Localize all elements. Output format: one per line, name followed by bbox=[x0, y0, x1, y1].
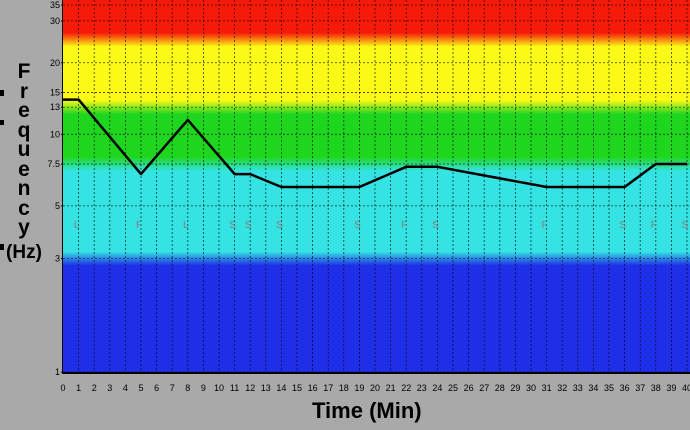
x-tick-label: 26 bbox=[464, 383, 474, 393]
y-label-char: q bbox=[17, 118, 31, 142]
x-tick-label: 6 bbox=[154, 383, 159, 393]
y-tick-label: 10 bbox=[50, 129, 60, 139]
x-tick-label: 25 bbox=[448, 383, 458, 393]
x-tick-label: 30 bbox=[526, 383, 536, 393]
x-tick-label: 5 bbox=[138, 383, 143, 393]
x-tick-label: 13 bbox=[261, 383, 271, 393]
y-label-char: e bbox=[18, 157, 30, 181]
event-marker: F bbox=[651, 220, 657, 231]
x-tick-label: 21 bbox=[386, 383, 396, 393]
x-tick-label: 29 bbox=[510, 383, 520, 393]
x-tick-label: 24 bbox=[432, 383, 442, 393]
x-tick-label: 12 bbox=[245, 383, 255, 393]
y-label-char: F bbox=[17, 60, 31, 83]
x-axis-ticks: 0 1 2 3 4 5 6 7 8 9 10 11 12 13 14 15 16 17 18 19 20 21 22 23 24… bbox=[60, 383, 690, 393]
event-marker: S bbox=[229, 220, 236, 231]
y-label-char: r bbox=[19, 79, 29, 103]
y-axis-label: F r e q u e n c y (Hz) bbox=[2, 60, 46, 264]
y-tick-label: 1 bbox=[55, 367, 60, 377]
x-tick-label: 14 bbox=[276, 383, 286, 393]
frequency-line bbox=[63, 98, 687, 189]
y-tick-label: 7.5 bbox=[47, 159, 60, 169]
x-tick-label: 3 bbox=[107, 383, 112, 393]
x-tick-label: 33 bbox=[573, 383, 583, 393]
x-tick-label: 36 bbox=[620, 383, 630, 393]
series bbox=[63, 98, 687, 189]
x-tick-label: 32 bbox=[557, 383, 567, 393]
y-label-unit: (Hz) bbox=[6, 241, 42, 263]
y-tick-label: 5 bbox=[55, 201, 60, 211]
y-label-char: e bbox=[18, 99, 30, 122]
event-marker: S bbox=[276, 220, 283, 231]
x-tick-label: 35 bbox=[604, 383, 614, 393]
x-tick-label: 0 bbox=[60, 383, 65, 393]
x-tick-label: 16 bbox=[308, 383, 318, 393]
event-marker: F bbox=[136, 220, 142, 231]
x-tick-label: 39 bbox=[666, 383, 676, 393]
x-tick-label: 28 bbox=[495, 383, 505, 393]
y-tick-label: 30 bbox=[50, 16, 60, 26]
left-edge-mark bbox=[0, 120, 4, 125]
x-tick-label: 7 bbox=[170, 383, 175, 393]
x-tick-label: 40 bbox=[682, 383, 690, 393]
x-tick-label: 8 bbox=[185, 383, 190, 393]
left-edge-mark bbox=[0, 244, 4, 250]
x-tick-label: 19 bbox=[354, 383, 364, 393]
left-edge-mark bbox=[0, 90, 4, 96]
x-tick-label: 15 bbox=[292, 383, 302, 393]
x-tick-label: 38 bbox=[651, 383, 661, 393]
x-tick-label: 11 bbox=[230, 383, 239, 393]
x-tick-label: 2 bbox=[92, 383, 97, 393]
event-marker: S bbox=[354, 220, 361, 231]
x-tick-label: 9 bbox=[201, 383, 206, 393]
x-tick-label: 4 bbox=[123, 383, 128, 393]
event-marker: S bbox=[619, 220, 626, 231]
y-label-char: y bbox=[18, 216, 30, 239]
x-tick-label: 27 bbox=[479, 383, 489, 393]
x-axis-label: Time (Min) bbox=[312, 398, 422, 423]
y-tick-label: 15 bbox=[50, 87, 60, 97]
event-marker: S bbox=[245, 220, 252, 231]
x-tick-label: 10 bbox=[214, 383, 224, 393]
x-tick-label: 1 bbox=[76, 383, 81, 393]
x-tick-label: 23 bbox=[417, 383, 427, 393]
y-tick-label: 3 bbox=[55, 254, 60, 264]
x-tick-label: 37 bbox=[635, 383, 645, 393]
x-tick-label: 18 bbox=[339, 383, 349, 393]
y-tick-label: 20 bbox=[50, 58, 60, 68]
y-label-char: u bbox=[17, 138, 31, 161]
event-marker: S bbox=[682, 220, 689, 231]
x-tick-label: 20 bbox=[370, 383, 380, 393]
event-marker: S bbox=[432, 220, 439, 231]
y-label-char: n bbox=[17, 177, 31, 200]
x-tick-label: 17 bbox=[323, 383, 333, 393]
event-marker: L bbox=[74, 220, 80, 231]
y-label-char: c bbox=[18, 196, 30, 220]
y-tick-label: 13 bbox=[50, 102, 60, 112]
event-marker: F bbox=[542, 220, 548, 231]
x-tick-label: 22 bbox=[401, 383, 411, 393]
x-tick-label: 31 bbox=[542, 383, 552, 393]
x-tick-label: 34 bbox=[588, 383, 598, 393]
event-marker: F bbox=[401, 220, 407, 231]
event-marker: L bbox=[183, 220, 189, 231]
y-tick-label: 35 bbox=[50, 0, 60, 10]
